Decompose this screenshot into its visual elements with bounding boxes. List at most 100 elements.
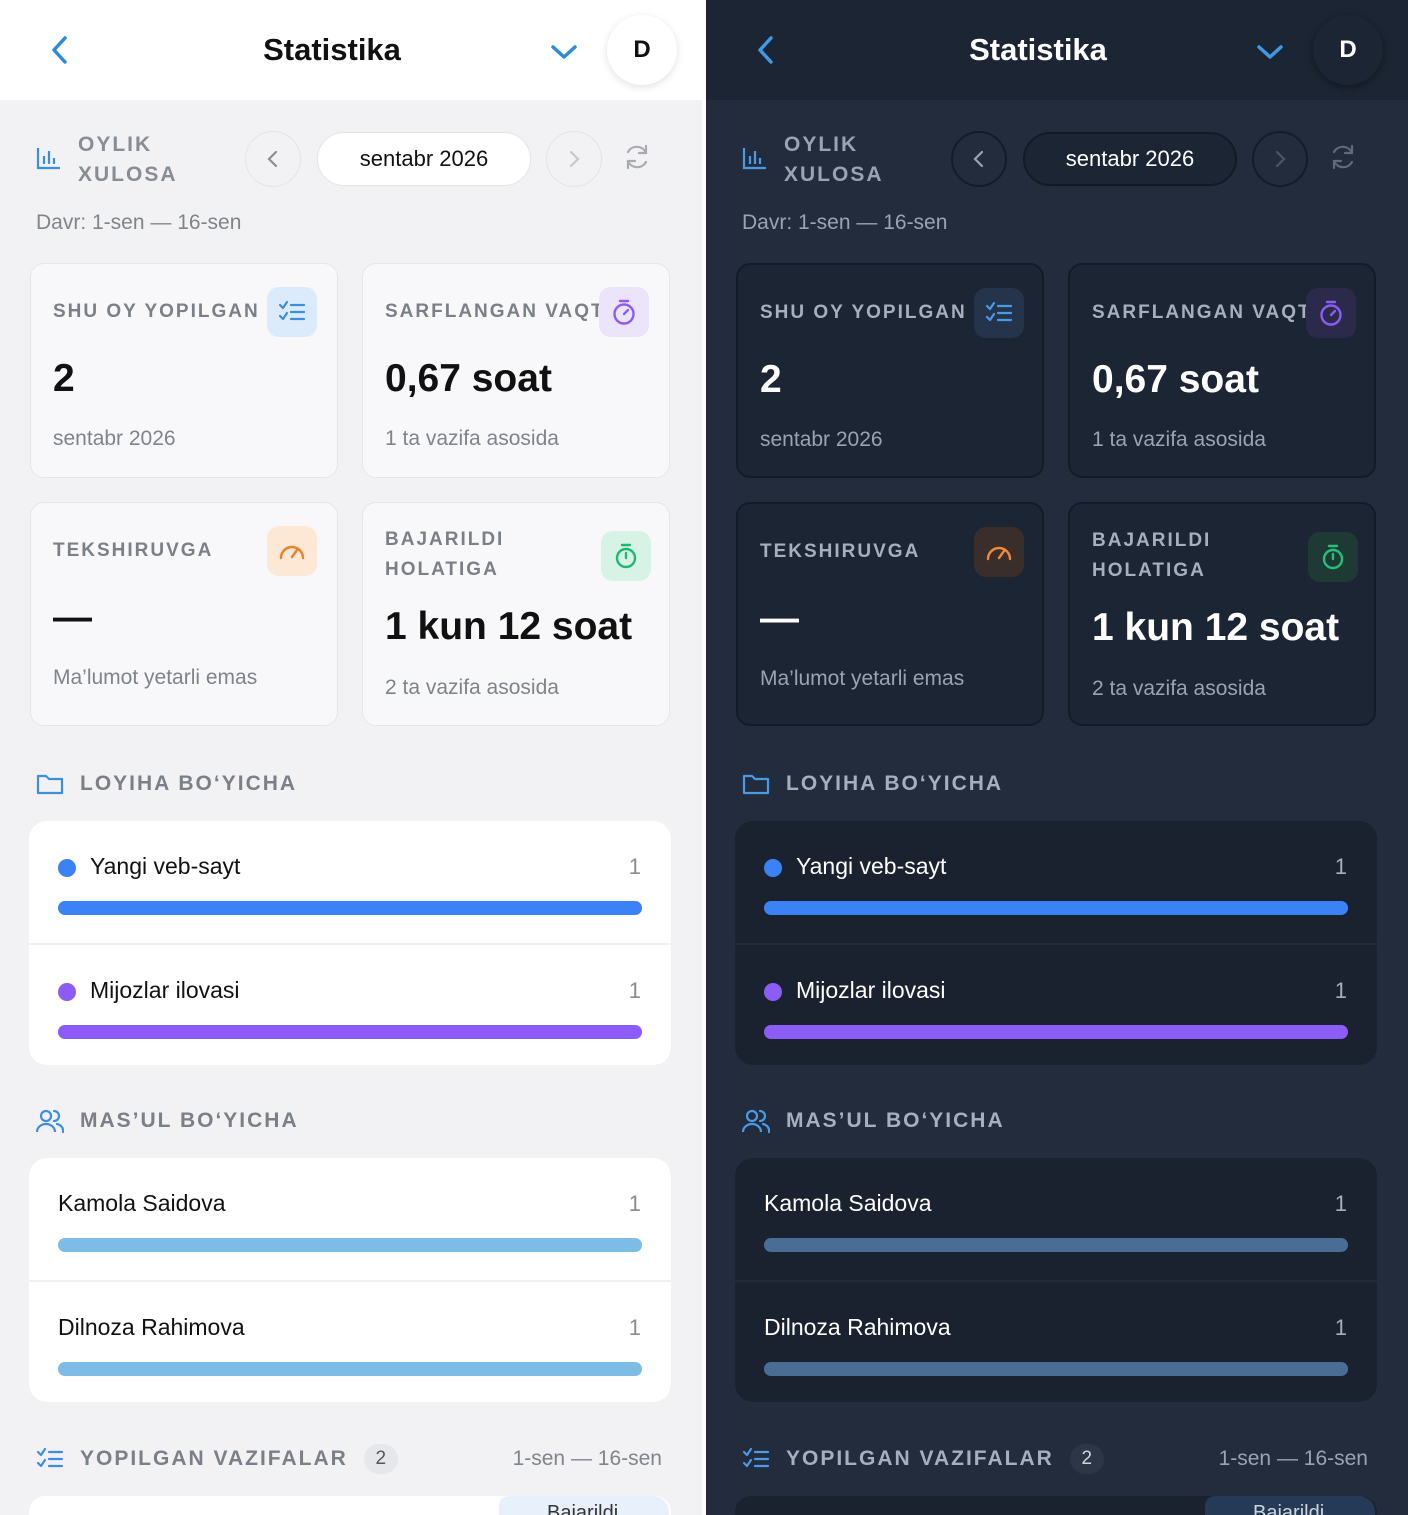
checklist-icon xyxy=(974,288,1024,338)
list-item[interactable]: Mijozlar ilovasi 1 xyxy=(735,943,1377,1065)
app-header: Statistika D xyxy=(706,0,1408,100)
avatar[interactable]: D xyxy=(607,15,677,85)
stopwatch-icon xyxy=(1306,288,1356,338)
list-item[interactable]: Dilnoza Rahimova 1 xyxy=(735,1280,1377,1402)
dropdown-toggle[interactable] xyxy=(1250,32,1290,72)
assignee-count: 1 xyxy=(1334,1191,1347,1216)
list-item[interactable]: Kamola Saidova 1 xyxy=(29,1158,671,1280)
card-label: SARFLANGAN VAQT xyxy=(385,301,605,322)
checklist-icon xyxy=(267,287,317,337)
chevron-down-icon xyxy=(1257,45,1283,59)
card-label: SHU OY YOPILGAN xyxy=(760,302,967,323)
chevron-left-icon xyxy=(973,150,984,168)
assignee-bar xyxy=(764,1362,1348,1376)
summary-label: OYLIK XULOSA xyxy=(784,133,884,186)
monthly-summary-bar: OYLIK XULOSA sentabr 2026 xyxy=(36,128,666,188)
card-label: SHU OY YOPILGAN xyxy=(53,301,260,322)
checklist-icon xyxy=(36,1447,64,1468)
list-item[interactable]: Yangi veb-sayt 1 xyxy=(735,821,1377,943)
project-bar xyxy=(58,1025,642,1039)
avatar[interactable]: D xyxy=(1313,15,1383,85)
next-month-button[interactable] xyxy=(546,131,602,187)
summary-label: OYLIK XULOSA xyxy=(78,133,178,186)
project-list: Yangi veb-sayt 1 Mijozlar ilovasi 1 xyxy=(29,821,671,1065)
card-value: 2 xyxy=(53,357,75,400)
section-title: MAS’UL BO‘YICHA xyxy=(80,1109,299,1132)
assignee-bar xyxy=(58,1362,642,1376)
section-title: LOYIHA BO‘YICHA xyxy=(786,772,1004,795)
back-button[interactable] xyxy=(746,30,786,70)
done-status-card: BAJARILDI HOLATIGA 1 kun 12 soat 2 ta va… xyxy=(362,502,670,726)
bar-chart-icon xyxy=(742,148,766,170)
card-subtext: 1 ta vazifa asosida xyxy=(1092,428,1266,451)
assignee-count: 1 xyxy=(1334,1315,1347,1340)
card-label: TEKSHIRUVGA xyxy=(53,540,214,561)
users-icon xyxy=(36,1109,64,1134)
chevron-left-icon xyxy=(758,36,773,64)
month-selector[interactable]: sentabr 2026 xyxy=(317,132,531,186)
project-name: Mijozlar ilovasi xyxy=(796,977,946,1003)
done-status-card: BAJARILDI HOLATIGA 1 kun 12 soat 2 ta va… xyxy=(1068,502,1376,726)
timer-icon xyxy=(1308,532,1358,582)
folder-icon xyxy=(742,774,770,795)
closed-this-month-card: SHU OY YOPILGAN 2 sentabr 2026 xyxy=(736,263,1044,478)
gauge-icon xyxy=(974,527,1024,577)
chevron-left-icon xyxy=(267,150,278,168)
list-item[interactable]: Kamola Saidova 1 xyxy=(735,1158,1377,1280)
assignee-bar xyxy=(58,1238,642,1252)
stopwatch-icon xyxy=(599,287,649,337)
monthly-summary-bar: OYLIK XULOSA sentabr 2026 xyxy=(742,128,1372,188)
month-selector[interactable]: sentabr 2026 xyxy=(1023,132,1237,186)
time-spent-card: SARFLANGAN VAQT 0,67 soat 1 ta vazifa as… xyxy=(362,263,670,478)
card-value: 2 xyxy=(760,358,782,401)
card-subtext: Ma’lumot yetarli emas xyxy=(760,667,965,690)
completed-range: 1-sen — 16-sen xyxy=(1218,1447,1368,1470)
project-count: 1 xyxy=(1334,854,1347,879)
card-value: 1 kun 12 soat xyxy=(385,605,633,648)
back-button[interactable] xyxy=(40,30,80,70)
project-count: 1 xyxy=(628,978,641,1003)
refresh-icon[interactable] xyxy=(622,142,652,172)
assignee-count: 1 xyxy=(628,1191,641,1216)
card-subtext: sentabr 2026 xyxy=(53,427,176,450)
dark-theme-panel: Statistika D OYLIK XULOSA sentabr 2026 D… xyxy=(706,0,1408,1515)
prev-month-button[interactable] xyxy=(951,131,1007,187)
chevron-right-icon xyxy=(1275,150,1286,168)
page-title: Statistika xyxy=(263,32,401,67)
list-item[interactable]: Dilnoza Rahimova 1 xyxy=(29,1280,671,1402)
card-value: — xyxy=(760,597,799,640)
assignee-bar xyxy=(764,1238,1348,1252)
bar-chart-icon xyxy=(36,148,60,170)
light-theme-panel: Statistika D OYLIK XULOSA sentabr 2026 D… xyxy=(0,0,702,1515)
card-label: BAJARILDI HOLATIGA xyxy=(1092,530,1212,581)
next-month-button[interactable] xyxy=(1252,131,1308,187)
project-color-dot xyxy=(58,983,76,1001)
card-subtext: 2 ta vazifa asosida xyxy=(1092,677,1266,700)
task-card[interactable]: Bajarildi xyxy=(29,1496,671,1515)
section-title: YOPILGAN VAZIFALAR xyxy=(80,1447,348,1470)
project-name: Yangi veb-sayt xyxy=(796,853,947,879)
card-value: 0,67 soat xyxy=(385,357,552,400)
refresh-icon[interactable] xyxy=(1328,142,1358,172)
project-color-dot xyxy=(764,983,782,1001)
card-subtext: 2 ta vazifa asosida xyxy=(385,676,559,699)
section-title: MAS’UL BO‘YICHA xyxy=(786,1109,1005,1132)
period-text: Davr: 1-sen — 16-sen xyxy=(36,211,242,234)
card-value: — xyxy=(53,596,92,639)
gauge-icon xyxy=(267,526,317,576)
completed-count-badge: 2 xyxy=(363,1444,398,1474)
project-count: 1 xyxy=(628,854,641,879)
completed-range: 1-sen — 16-sen xyxy=(512,1447,662,1470)
dropdown-toggle[interactable] xyxy=(544,32,584,72)
timer-icon xyxy=(601,531,651,581)
prev-month-button[interactable] xyxy=(245,131,301,187)
card-label: BAJARILDI HOLATIGA xyxy=(385,529,505,580)
task-card[interactable]: Bajarildi xyxy=(735,1496,1377,1515)
review-card: TEKSHIRUVGA — Ma’lumot yetarli emas xyxy=(736,502,1044,726)
review-card: TEKSHIRUVGA — Ma’lumot yetarli emas xyxy=(30,502,338,726)
assignee-name: Dilnoza Rahimova xyxy=(764,1314,951,1340)
completed-tasks-heading: YOPILGAN VAZIFALAR 2 xyxy=(742,1444,1104,1474)
project-list: Yangi veb-sayt 1 Mijozlar ilovasi 1 xyxy=(735,821,1377,1065)
list-item[interactable]: Mijozlar ilovasi 1 xyxy=(29,943,671,1065)
list-item[interactable]: Yangi veb-sayt 1 xyxy=(29,821,671,943)
